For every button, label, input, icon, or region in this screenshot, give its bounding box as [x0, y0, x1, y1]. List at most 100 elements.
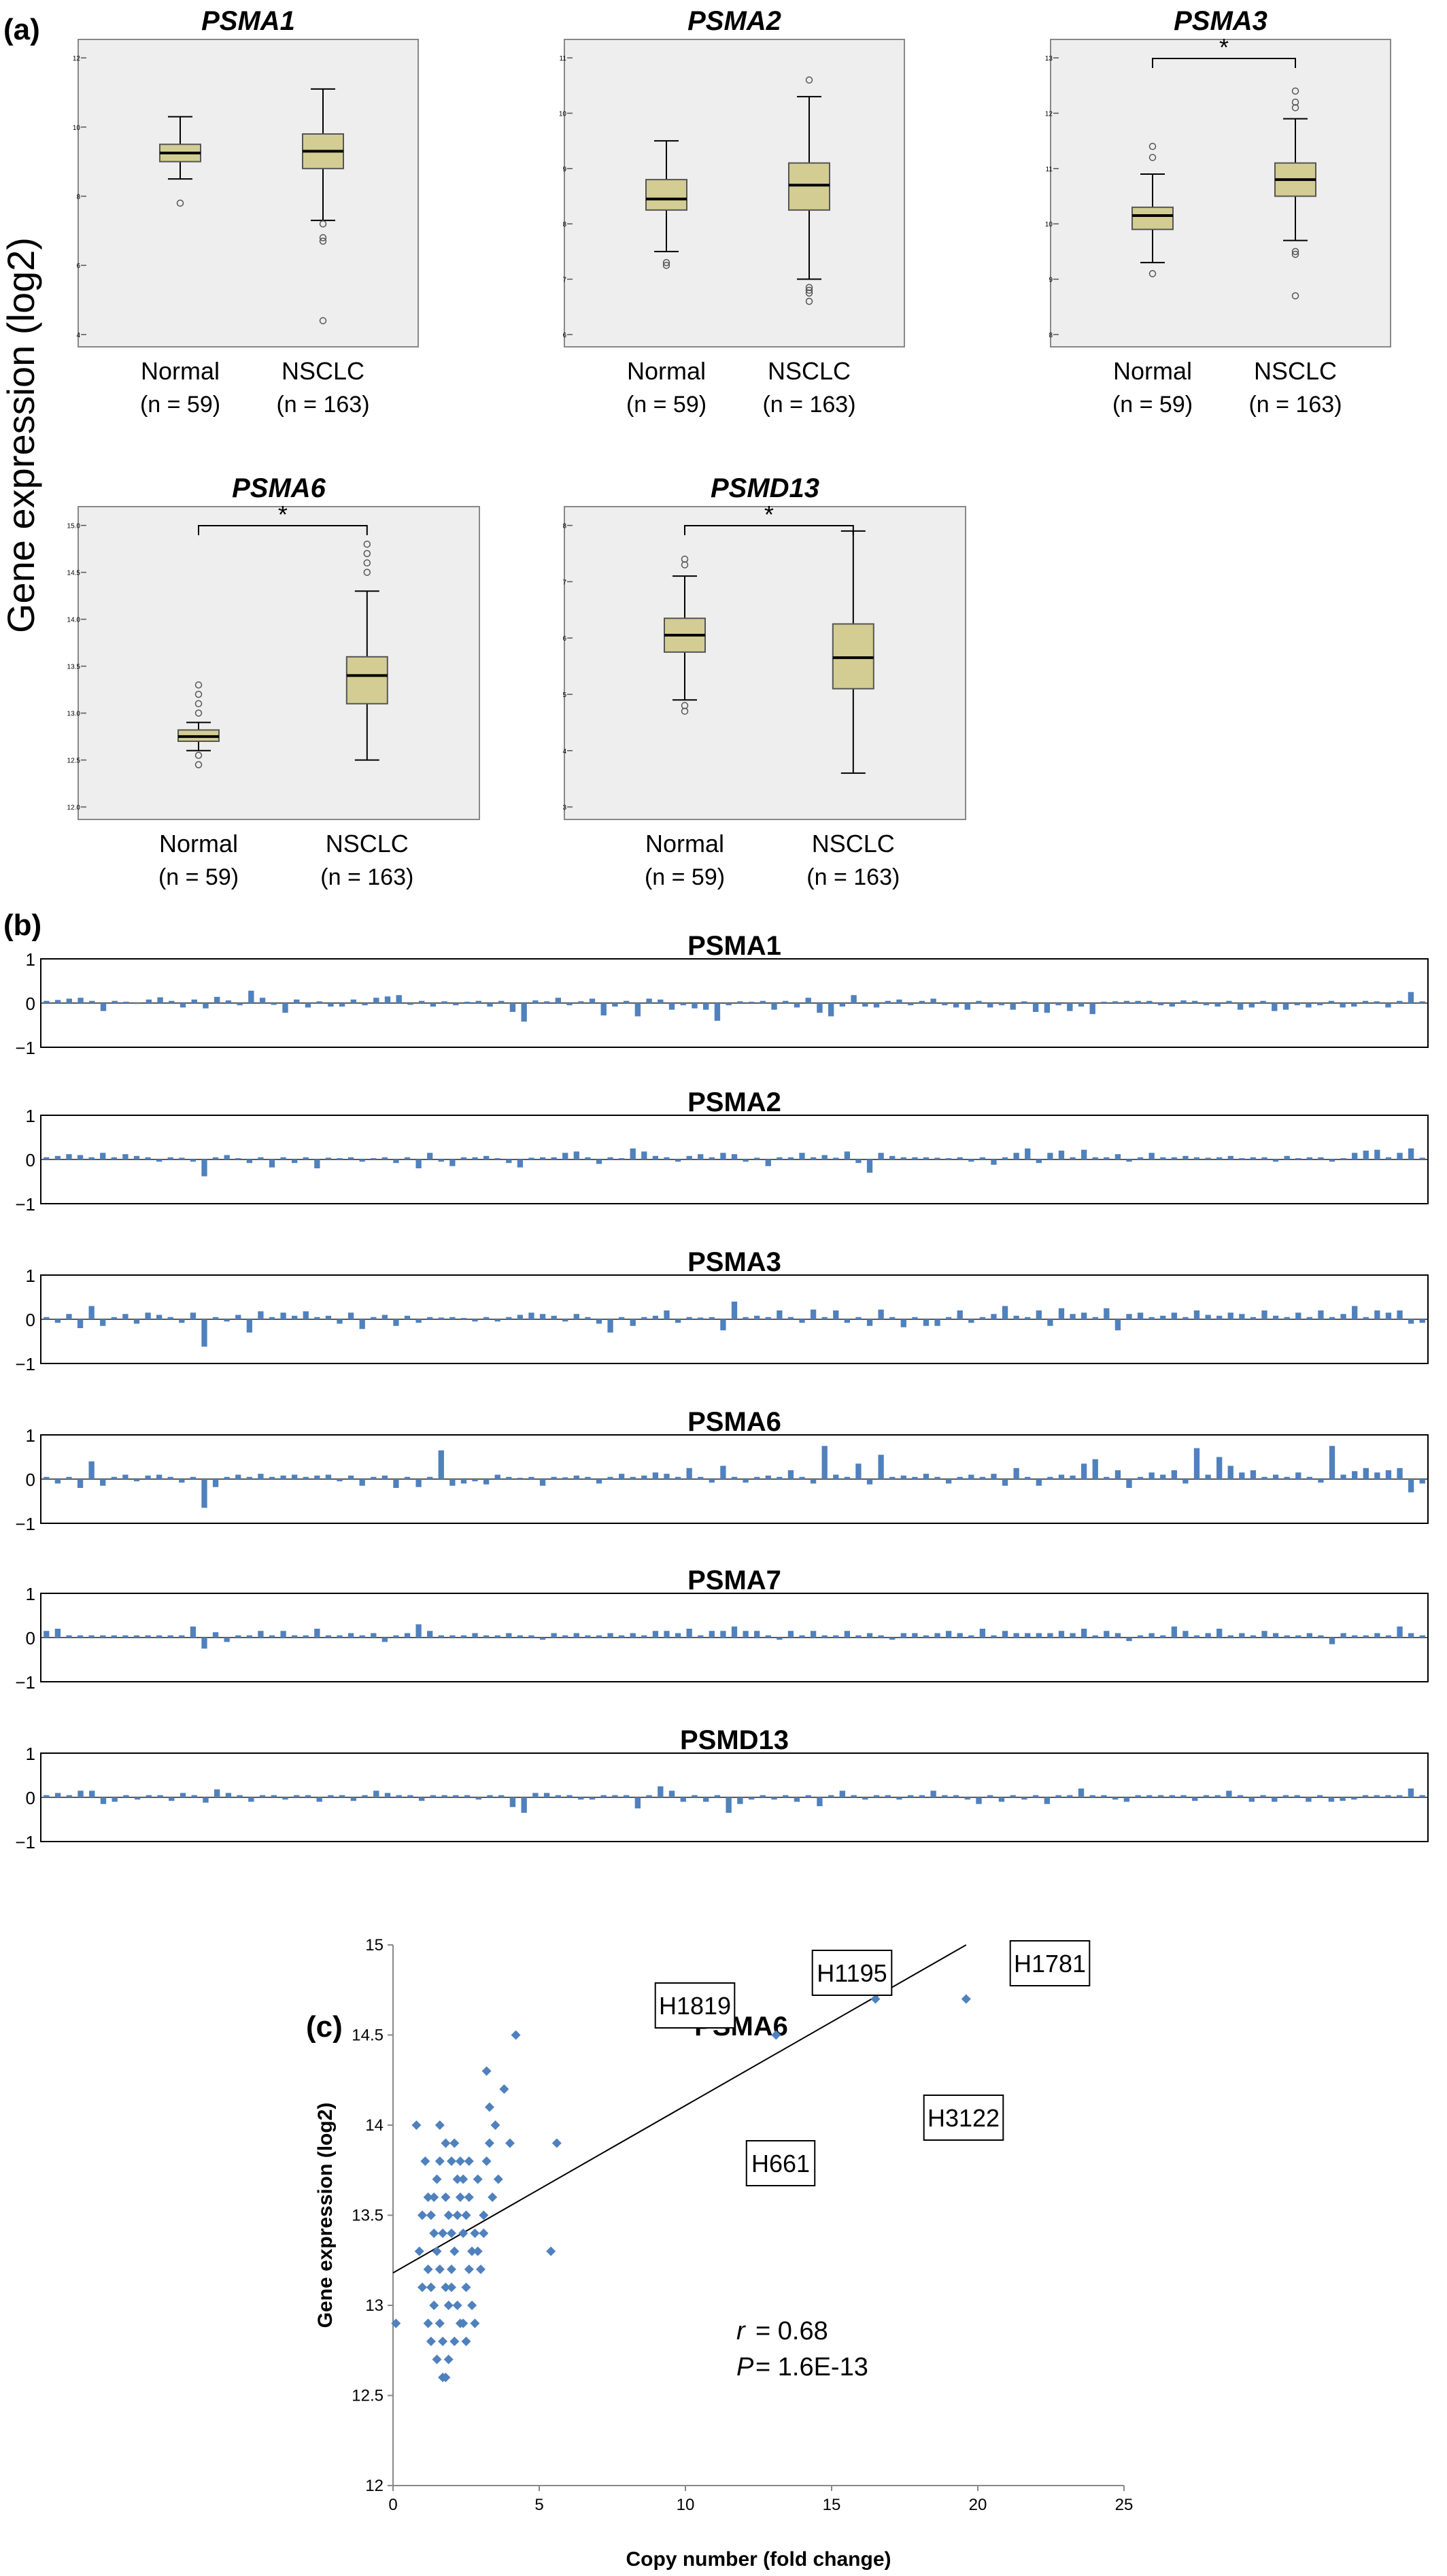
bar	[979, 1317, 986, 1319]
bar	[623, 1795, 630, 1797]
bar	[407, 1003, 413, 1005]
bar	[453, 1795, 459, 1797]
bar	[381, 1315, 388, 1319]
bar	[987, 1003, 993, 1008]
bar	[1137, 1157, 1144, 1159]
y-tick-label: 9	[562, 166, 566, 173]
bar	[381, 1638, 388, 1642]
bar	[675, 1633, 681, 1638]
chart-title: PSMA2	[687, 6, 781, 36]
x-tick-label: 25	[1115, 2496, 1134, 2514]
bar	[145, 1475, 151, 1479]
scatter-point	[426, 2210, 436, 2220]
y-tick-label: 14.0	[67, 617, 81, 624]
bar	[212, 1317, 219, 1319]
bar	[396, 1795, 402, 1797]
bar	[180, 1003, 186, 1008]
bar	[54, 1319, 61, 1323]
bar	[89, 1791, 95, 1797]
bar	[810, 1309, 817, 1319]
bar	[675, 1476, 681, 1479]
bar	[1089, 1003, 1095, 1015]
bar	[1180, 1795, 1187, 1797]
y-tick-label: 7	[562, 579, 566, 586]
group-n-label: (n = 59)	[140, 392, 220, 418]
bar	[1261, 1476, 1267, 1479]
bar	[991, 1159, 997, 1165]
bar	[314, 1629, 320, 1638]
bar	[438, 1450, 444, 1479]
bar	[908, 1003, 914, 1006]
plot-area	[78, 39, 419, 348]
bar	[596, 1159, 602, 1164]
bar	[122, 1154, 129, 1159]
bar	[303, 1157, 309, 1159]
panel-a: (a) Gene expression (log2) PSMA1 4 6 8 10 12 N…	[0, 6, 1391, 890]
scatter-point	[441, 2192, 451, 2202]
bar	[1137, 1476, 1144, 1479]
y-axis-label: Gene expression (log2)	[314, 2103, 337, 2328]
bar	[1055, 1003, 1061, 1006]
bar	[623, 1000, 630, 1003]
bar	[1070, 1475, 1076, 1479]
bar	[303, 1635, 309, 1638]
bar	[1092, 1459, 1098, 1479]
bar	[1248, 1003, 1255, 1008]
scatter-point	[435, 2318, 445, 2328]
bar	[282, 1797, 288, 1800]
bar	[156, 1635, 163, 1638]
bar	[1272, 1003, 1278, 1011]
bar	[1010, 1795, 1016, 1797]
bar	[303, 1476, 309, 1479]
bar	[404, 1633, 411, 1638]
significance-marker: *	[764, 501, 774, 528]
y-tick-label: 0	[26, 1310, 35, 1330]
bar	[1104, 1157, 1110, 1159]
bar	[1250, 1157, 1257, 1159]
bar	[44, 1476, 50, 1479]
y-tick-label: 1	[26, 1584, 35, 1604]
bar	[878, 1153, 884, 1159]
panel-b-label: (b)	[3, 909, 41, 942]
outlier-point	[681, 561, 689, 569]
bar	[157, 997, 163, 1003]
bar	[1205, 1633, 1211, 1638]
bar	[726, 1003, 732, 1006]
bar	[449, 1479, 456, 1486]
bar	[923, 1157, 930, 1159]
bar	[88, 1461, 95, 1479]
plot-area	[564, 39, 905, 348]
bar	[543, 1793, 550, 1797]
bar	[314, 1475, 320, 1479]
bar	[180, 1793, 186, 1797]
scatter-point	[458, 2318, 469, 2328]
bar	[235, 1635, 241, 1638]
bar	[1114, 1633, 1121, 1638]
bar	[246, 1159, 252, 1164]
bar	[968, 1319, 974, 1323]
bar	[1137, 1312, 1144, 1319]
bar	[89, 1000, 95, 1003]
bar	[743, 1631, 749, 1638]
bar	[919, 1795, 925, 1797]
outlier-point	[1291, 292, 1299, 300]
bar	[418, 1797, 425, 1801]
scatter-point	[426, 2282, 436, 2292]
scatter-point	[455, 2192, 465, 2202]
chart-title: PSMA1	[201, 6, 295, 36]
bar	[652, 1315, 659, 1319]
bar	[945, 1158, 952, 1159]
bar	[783, 1795, 789, 1797]
bar	[585, 1476, 591, 1479]
bar	[968, 1635, 974, 1638]
bar	[1216, 1315, 1223, 1319]
outlier-point	[662, 261, 670, 269]
bar	[942, 1795, 948, 1797]
bar	[325, 1315, 332, 1319]
bar	[1419, 1635, 1425, 1638]
bar	[964, 1003, 970, 1010]
bar	[464, 1002, 471, 1003]
bar	[833, 1157, 839, 1159]
bar	[641, 1635, 647, 1638]
